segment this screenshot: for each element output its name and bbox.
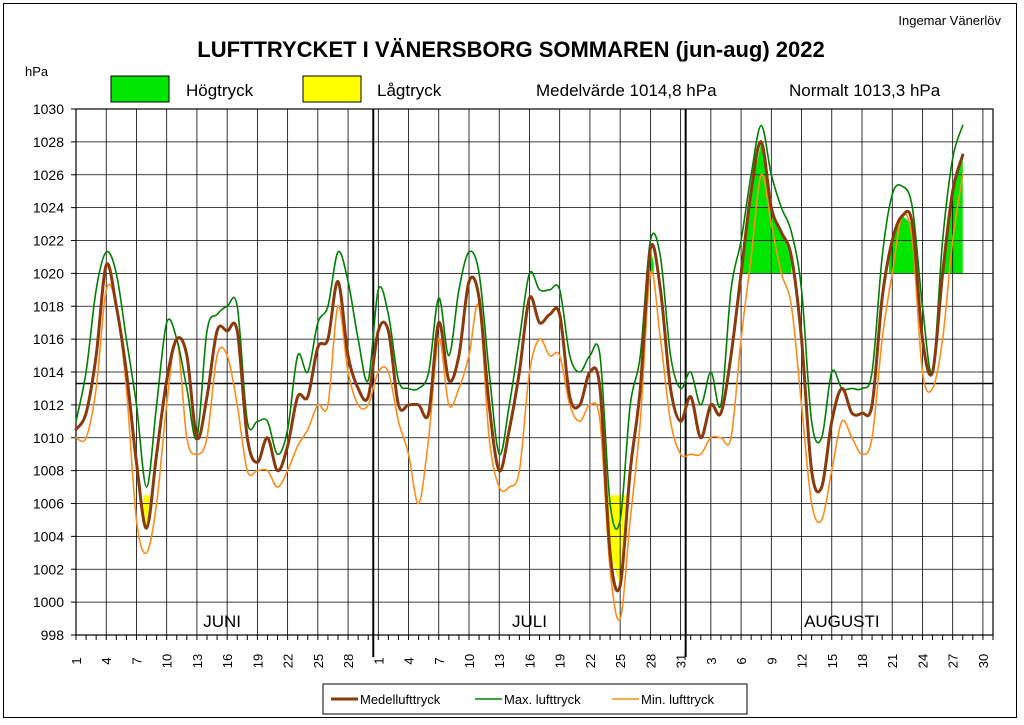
x-tick-label: 16	[220, 654, 235, 668]
chart-frame: 998 1000 1002 1004 1006 1008 1010 1012 1014 1016 1…	[3, 3, 1017, 718]
plot-border	[75, 108, 994, 636]
series-line-max	[75, 124, 964, 530]
x-tick-label: 10	[462, 654, 477, 668]
x-tick-label: 7	[129, 657, 144, 664]
x-tick-label: 15	[825, 654, 840, 668]
x-tick-label: 27	[946, 654, 961, 668]
x-tick-label: 25	[311, 654, 326, 668]
x-tick-label: 3	[704, 657, 719, 664]
y-tick-label: 1004	[33, 528, 64, 544]
x-tick-label: 28	[341, 654, 356, 668]
x-tick-label: 4	[99, 657, 114, 664]
y-tick-label: 1008	[33, 463, 64, 479]
series-line-min	[75, 173, 964, 621]
y-tick-label: 1022	[33, 233, 64, 249]
series-line-mean	[74, 140, 965, 593]
y-tick-label: 1024	[33, 200, 64, 216]
x-tick-label: 22	[281, 654, 296, 668]
y-tick-label: 1026	[33, 167, 64, 183]
x-tick-label: 19	[250, 654, 265, 668]
high-pressure-swatch	[110, 75, 170, 103]
high-pressure-area	[650, 248, 654, 274]
mean-value-text: Medelvärde 1014,8 hPa	[536, 81, 717, 100]
author-credit: Ingemar Vänerlöv	[898, 13, 1001, 28]
y-tick-label: 1012	[33, 397, 64, 413]
x-tick-label: 7	[432, 657, 447, 664]
y-tick-label: 1006	[33, 496, 64, 512]
y-tick-label: 1000	[33, 594, 64, 610]
y-tick-label: 998	[41, 627, 65, 643]
y-axis-unit: hPa	[25, 64, 49, 79]
x-tick-label: 18	[855, 654, 870, 668]
y-tick-label: 1002	[33, 561, 64, 577]
x-tick-label: 22	[583, 654, 598, 668]
x-tick-label: 21	[885, 654, 900, 668]
x-tick-label: 13	[190, 654, 205, 668]
month-label: JUNI	[203, 612, 241, 631]
x-tick-label: 31	[674, 654, 689, 668]
series-legend: Medellufttryck Max. lufttryck Min. luftt…	[322, 683, 748, 715]
x-tick-label: 28	[643, 654, 658, 668]
x-tick-label: 1	[69, 657, 84, 664]
x-tick-label: 25	[613, 654, 628, 668]
y-tick-label: 1016	[33, 331, 64, 347]
low-pressure-swatch	[302, 75, 362, 103]
x-tick-label: 9	[764, 657, 779, 664]
normal-value-text: Normalt 1013,3 hPa	[789, 81, 941, 100]
x-tick-label: 6	[734, 657, 749, 664]
pressure-chart: 9981000100210041006100810101012101410161…	[25, 13, 1001, 715]
chart-title: LUFTTRYCKET I VÄNERSBORG SOMMAREN (jun-a…	[197, 37, 824, 62]
x-tick-label: 4	[402, 657, 417, 664]
x-tick-label: 19	[553, 654, 568, 668]
y-tick-label: 1014	[33, 364, 64, 380]
y-tick-label: 1030	[33, 101, 64, 117]
x-tick-label: 12	[795, 654, 810, 668]
high-pressure-label: Högtryck	[186, 81, 254, 100]
month-label: AUGUSTI	[804, 612, 880, 631]
x-tick-label: 10	[160, 654, 175, 668]
high-pressure-area	[888, 215, 916, 274]
y-tick-label: 1028	[33, 134, 64, 150]
legend-min-label: Min. lufttryck	[641, 692, 714, 707]
y-tick-label: 1018	[33, 298, 64, 314]
x-tick-label: 30	[976, 654, 991, 668]
low-pressure-label: Lågtryck	[377, 81, 442, 100]
x-tick-label: 1	[371, 657, 386, 664]
month-label: JULI	[512, 612, 547, 631]
x-tick-label: 16	[522, 654, 537, 668]
y-tick-label: 1020	[33, 265, 64, 281]
y-tick-label: 1010	[33, 430, 64, 446]
x-tick-label: 13	[492, 654, 507, 668]
legend-max-label: Max. lufttryck	[504, 692, 581, 707]
x-tick-label: 24	[915, 654, 930, 668]
legend-mean-label: Medellufttryck	[360, 692, 441, 707]
